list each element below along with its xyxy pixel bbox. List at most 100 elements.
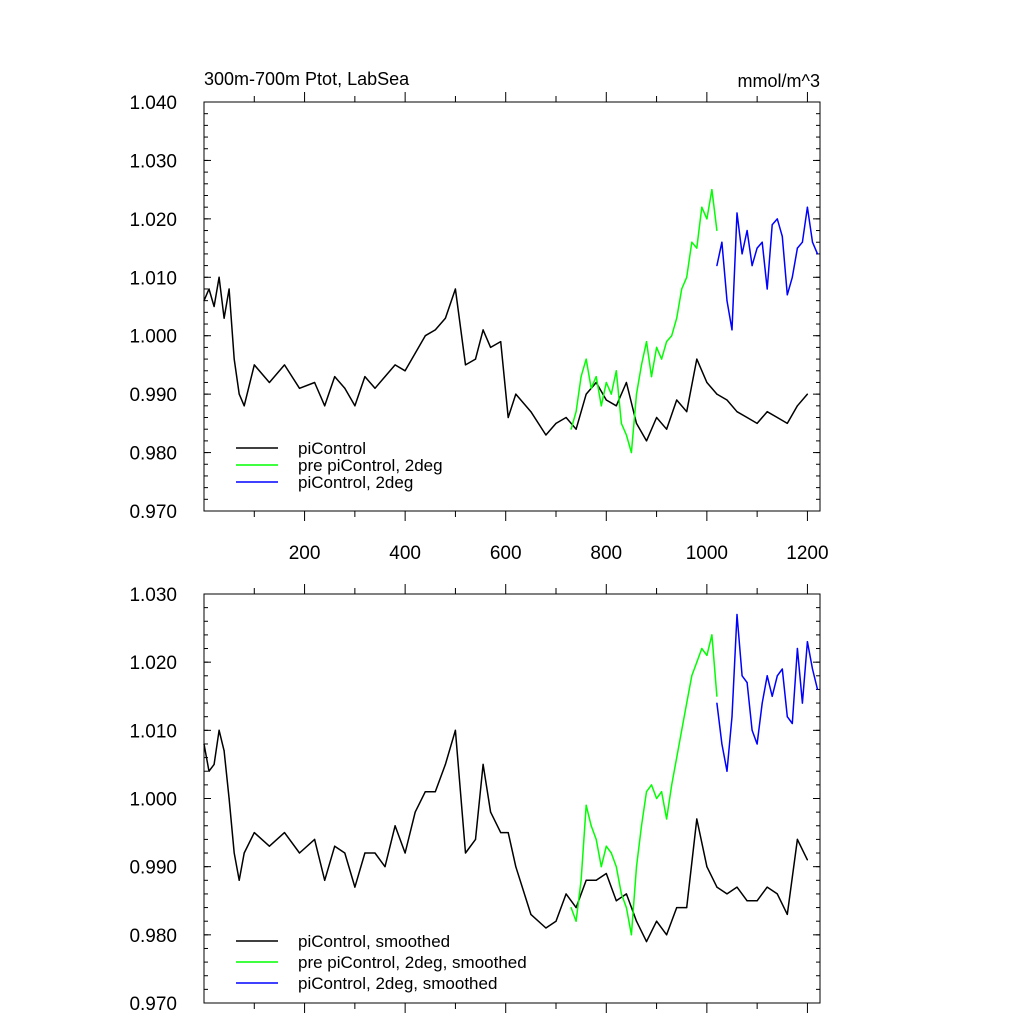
data-point <box>701 206 703 208</box>
data-point <box>711 634 713 636</box>
data-point <box>671 784 673 786</box>
data-point <box>736 613 738 616</box>
data-point <box>676 757 678 759</box>
data-point <box>243 852 245 854</box>
data-point <box>384 866 386 868</box>
series-line-2 <box>716 206 819 331</box>
data-point <box>650 376 653 378</box>
data-point <box>731 329 733 331</box>
data-point <box>696 661 698 663</box>
data-point <box>208 770 210 772</box>
data-point <box>600 405 602 407</box>
x-tick-label: 400 <box>389 543 421 564</box>
data-point <box>228 797 230 800</box>
data-point <box>298 852 301 854</box>
data-point <box>575 906 577 909</box>
data-point <box>721 241 723 243</box>
data-point <box>600 866 602 868</box>
data-point <box>590 387 592 389</box>
data-point <box>223 750 225 752</box>
legend-label: piControl <box>298 439 366 458</box>
data-point <box>645 440 648 442</box>
data-point <box>238 393 240 395</box>
data-point <box>781 668 783 670</box>
y-tick-label: 1.000 <box>129 327 177 348</box>
top-panel: 0.970 0.980 0.990 1.000 1.010 1.020 1.030 1.040… <box>129 69 828 564</box>
data-point <box>625 434 628 436</box>
series-line-0 <box>203 276 808 442</box>
data-point <box>696 818 698 820</box>
data-point <box>806 206 809 208</box>
data-point <box>756 247 758 249</box>
data-point <box>218 276 220 278</box>
data-point <box>801 241 804 243</box>
data-point <box>635 920 638 922</box>
data-point <box>746 229 748 232</box>
data-point <box>482 329 484 331</box>
data-point <box>490 346 492 348</box>
data-point <box>444 317 446 319</box>
data-point <box>500 340 502 343</box>
data-point <box>671 335 673 337</box>
y-tick-label: 1.030 <box>129 585 177 606</box>
data-point <box>208 288 210 290</box>
data-point <box>711 189 713 191</box>
data-point <box>806 641 809 643</box>
data-point <box>530 411 532 413</box>
data-point <box>661 358 663 360</box>
data-point <box>751 265 753 267</box>
data-point <box>655 346 658 348</box>
data-point <box>500 831 502 834</box>
series-line-1 <box>570 188 718 454</box>
data-point <box>716 393 718 395</box>
data-point <box>490 811 492 813</box>
data-point <box>515 393 517 395</box>
data-point <box>218 729 220 731</box>
y-tick-label: 1.030 <box>129 151 177 172</box>
data-point <box>268 845 270 847</box>
data-point <box>615 370 617 372</box>
data-point <box>474 358 477 360</box>
data-point <box>756 422 758 424</box>
data-point <box>655 797 658 800</box>
data-point <box>650 784 653 786</box>
data-point <box>816 253 819 255</box>
data-point <box>464 364 467 366</box>
data-point <box>374 387 376 389</box>
data-point <box>771 224 773 226</box>
units-label: mmol/m^3 <box>738 71 820 91</box>
data-point <box>610 393 612 395</box>
data-point <box>565 416 567 419</box>
data-point <box>635 393 638 395</box>
data-point <box>610 852 612 854</box>
data-point <box>786 294 788 296</box>
legend-label: piControl, smoothed <box>298 932 450 951</box>
data-point <box>635 422 638 424</box>
data-point <box>696 358 698 360</box>
data-point <box>806 393 809 395</box>
data-point <box>545 434 547 436</box>
data-point <box>283 831 286 834</box>
data-point <box>796 838 798 841</box>
data-point <box>507 416 509 419</box>
data-point <box>776 218 778 220</box>
data-point <box>314 838 316 841</box>
data-point <box>701 647 703 650</box>
data-point <box>625 381 628 384</box>
data-point <box>243 405 245 407</box>
y-tick-label: 1.040 <box>129 93 177 114</box>
series-line-2 <box>716 613 819 772</box>
data-point <box>334 376 336 378</box>
data-point <box>605 399 607 401</box>
data-point <box>686 702 688 704</box>
data-point <box>228 288 230 290</box>
data-point <box>801 702 804 704</box>
data-point <box>464 852 467 854</box>
data-point <box>354 886 356 888</box>
data-point <box>771 695 773 697</box>
data-point <box>806 859 809 861</box>
data-point <box>766 886 768 888</box>
data-point <box>314 381 316 384</box>
data-point <box>570 428 572 430</box>
data-point <box>731 716 733 718</box>
